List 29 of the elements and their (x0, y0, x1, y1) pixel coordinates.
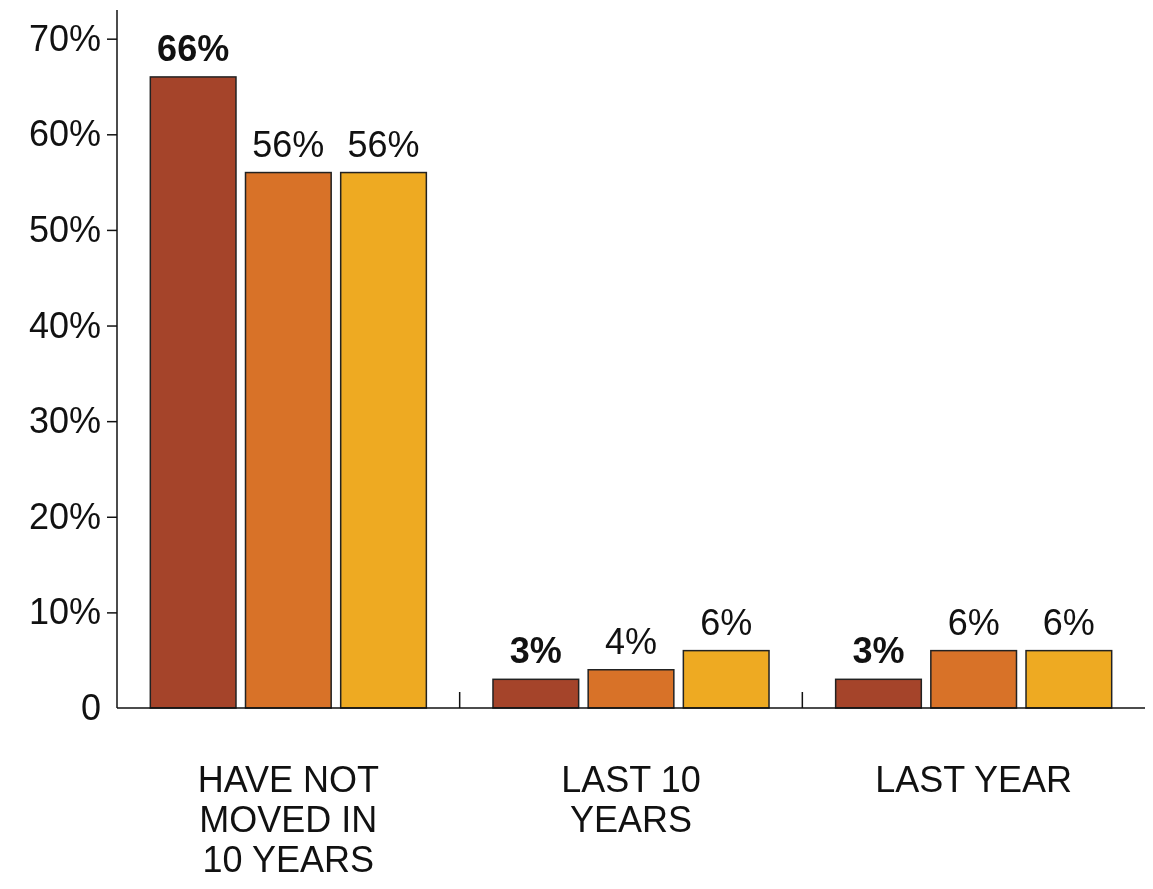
y-tick-label: 20% (28, 495, 101, 537)
data-label: 56% (252, 123, 325, 165)
data-label: 6% (700, 601, 753, 643)
data-label: 4% (604, 620, 658, 662)
y-tick-label: 40% (28, 304, 101, 346)
bar (1025, 649, 1113, 709)
bar (492, 678, 580, 709)
bar (834, 678, 923, 709)
bar (244, 171, 332, 709)
data-label: 3% (852, 630, 905, 672)
data-label: 3% (509, 630, 562, 672)
y-tick-label: 70% (28, 17, 101, 59)
y-tick-label: 50% (28, 208, 101, 250)
y-tick-label: 30% (28, 400, 101, 442)
bar (930, 649, 1018, 709)
bar (587, 669, 675, 709)
data-label: 6% (1042, 601, 1095, 643)
data-label: 6% (947, 601, 1000, 643)
y-tick-label: 60% (28, 113, 101, 155)
x-tick-label: LAST YEAR (875, 759, 1073, 800)
x-tick-label: HAVE NOT MOVED IN 10 YEARS (197, 759, 380, 880)
bar (149, 76, 237, 709)
data-label: 66% (157, 27, 230, 69)
bar (339, 171, 428, 709)
data-label: 56% (347, 123, 420, 165)
bar (682, 649, 770, 709)
y-tick-label: 10% (28, 591, 101, 633)
y-tick-label: 0 (80, 687, 101, 729)
x-tick-label: LAST 10 YEARS (561, 759, 701, 840)
